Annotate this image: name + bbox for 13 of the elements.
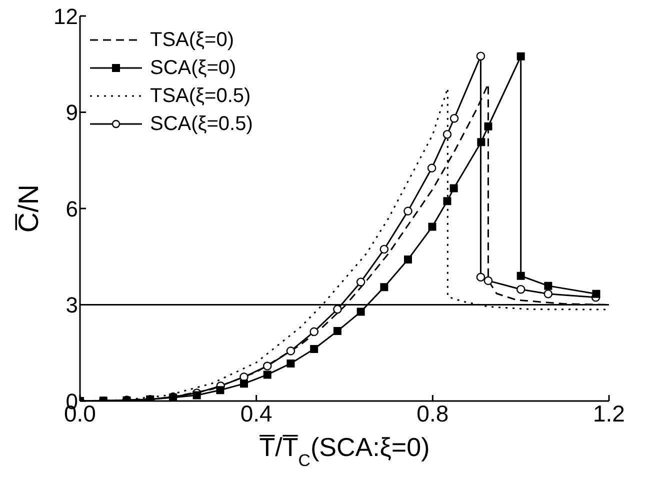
x-axis-title: T̅/T̅$_{C}$(SCA:ξ=0) — [259, 432, 430, 470]
x-tick-label: 0.8 — [416, 400, 449, 426]
y-tick-label: 9 — [66, 100, 78, 126]
legend-label: SCA(ξ=0.5) — [150, 112, 253, 137]
y-axis-title: C̅/N — [12, 184, 44, 233]
x-tick-label: 0.4 — [240, 400, 273, 426]
legend-label: TSA(ξ=0) — [150, 28, 234, 53]
legend-label: SCA(ξ=0) — [150, 56, 236, 81]
legend-label: TSA(ξ=0.5) — [150, 84, 251, 109]
y-tick-label: 12 — [54, 4, 78, 29]
x-tick-label: 1.2 — [593, 400, 625, 426]
y-tick-label: 6 — [66, 196, 78, 222]
y-tick-label: 3 — [66, 292, 78, 318]
